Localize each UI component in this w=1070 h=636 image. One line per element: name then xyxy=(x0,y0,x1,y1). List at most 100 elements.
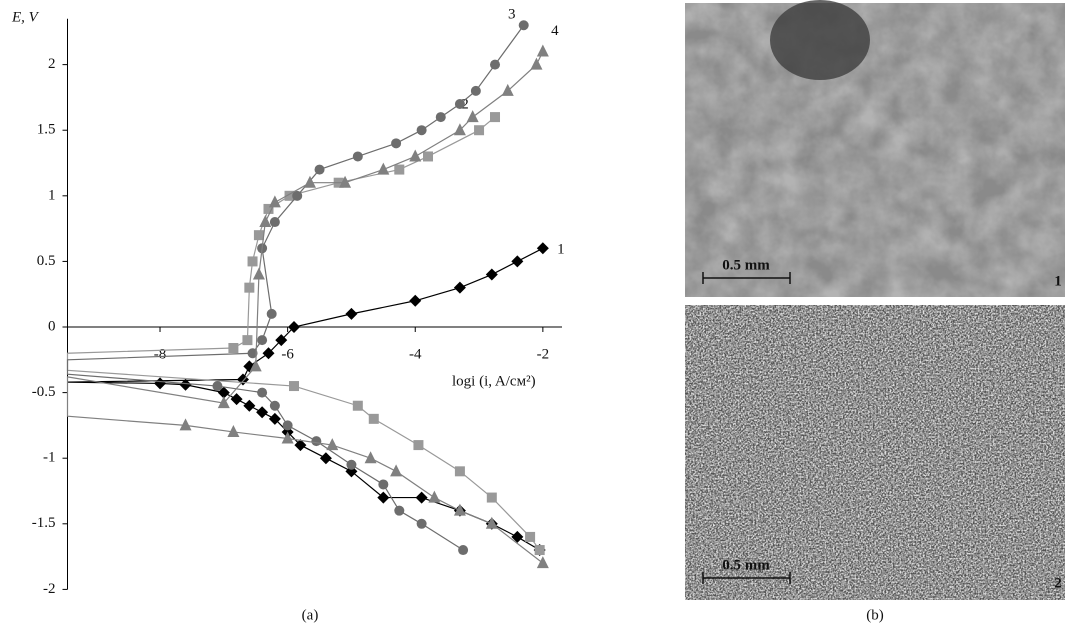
figure: -2 -1.5 -1 -0.5 0 0.5 1 1.5 2 -8 -6 -4 -2 E, V logi (i… xyxy=(0,0,1070,631)
series-label: 3 xyxy=(508,7,516,23)
image-number: 1 xyxy=(1054,273,1062,289)
marker xyxy=(270,217,280,227)
marker xyxy=(257,388,267,398)
image-feature xyxy=(770,0,870,80)
marker xyxy=(474,125,484,135)
marker xyxy=(237,373,249,385)
marker xyxy=(428,491,440,503)
y-tick-label: 0 xyxy=(48,318,56,334)
y-tick-label: 1 xyxy=(48,187,56,203)
marker xyxy=(423,151,433,161)
marker xyxy=(511,531,523,543)
marker xyxy=(283,420,293,430)
chart-a: -2 -1.5 -1 -0.5 0 0.5 1 1.5 2 -8 -6 -4 -2 E, V logi (i… xyxy=(11,7,565,597)
marker xyxy=(502,84,514,96)
marker xyxy=(267,309,277,319)
marker xyxy=(248,256,258,266)
marker xyxy=(228,343,238,353)
marker xyxy=(254,230,264,240)
series-line xyxy=(68,248,543,550)
y-tick-label: -1.5 xyxy=(32,515,56,531)
marker xyxy=(436,112,446,122)
marker xyxy=(455,466,465,476)
marker xyxy=(391,138,401,148)
panel-label: (a) xyxy=(302,607,319,623)
marker xyxy=(454,282,466,294)
marker xyxy=(369,414,379,424)
marker xyxy=(311,436,321,446)
series-line xyxy=(68,117,540,550)
marker xyxy=(353,401,363,411)
marker xyxy=(242,335,252,345)
marker xyxy=(537,556,549,568)
marker xyxy=(525,532,535,542)
y-tick-label: 2 xyxy=(48,56,56,72)
marker xyxy=(486,269,498,281)
marker xyxy=(289,381,299,391)
marker xyxy=(390,464,402,476)
x-tick-label: -6 xyxy=(281,346,294,362)
marker xyxy=(377,163,389,175)
marker xyxy=(269,195,281,207)
x-axis-label: logi (i, A/см²) xyxy=(452,373,536,389)
marker xyxy=(535,545,545,555)
marker xyxy=(270,401,280,411)
marker xyxy=(417,519,427,529)
marker xyxy=(537,242,549,254)
marker xyxy=(416,492,428,504)
y-tick-label: -0.5 xyxy=(32,384,56,400)
marker xyxy=(253,268,265,280)
marker xyxy=(455,99,465,109)
marker xyxy=(394,165,404,175)
marker xyxy=(353,151,363,161)
marker xyxy=(511,255,523,267)
marker xyxy=(409,149,421,161)
marker xyxy=(231,393,243,405)
marker xyxy=(413,440,423,450)
marker xyxy=(320,452,332,464)
y-tick-label: -2 xyxy=(43,581,56,597)
marker xyxy=(458,545,468,555)
marker xyxy=(154,377,166,389)
x-tick-label: -8 xyxy=(154,346,167,362)
marker xyxy=(454,123,466,135)
x-tick-label: -4 xyxy=(409,346,422,362)
x-tick-label: -2 xyxy=(537,346,550,362)
marker xyxy=(394,506,404,516)
scale-label: 0.5 mm xyxy=(722,257,770,273)
panel-label: (b) xyxy=(866,607,884,623)
marker xyxy=(259,215,271,227)
series-label: 4 xyxy=(551,23,559,39)
marker xyxy=(212,381,222,391)
marker xyxy=(243,400,255,412)
marker xyxy=(530,58,542,70)
y-axis-label: E, V xyxy=(11,9,40,25)
series-line xyxy=(68,51,543,563)
marker xyxy=(417,125,427,135)
marker xyxy=(490,112,500,122)
marker xyxy=(537,44,549,56)
micrograph-1: 0.5 mm 1 xyxy=(685,0,1065,297)
marker xyxy=(315,165,325,175)
image-number: 2 xyxy=(1054,575,1062,591)
marker xyxy=(256,406,268,418)
image-texture xyxy=(685,3,1065,297)
image-texture xyxy=(685,305,1065,600)
marker xyxy=(180,418,192,430)
y-tick-label: -1 xyxy=(43,450,56,466)
marker xyxy=(346,460,356,470)
marker xyxy=(490,60,500,70)
marker xyxy=(409,295,421,307)
scale-label: 0.5 mm xyxy=(722,557,770,573)
marker xyxy=(304,176,316,188)
marker xyxy=(244,283,254,293)
micrograph-2: 0.5 mm 2 xyxy=(685,305,1065,600)
marker xyxy=(519,20,529,30)
marker xyxy=(257,335,267,345)
y-tick-label: 1.5 xyxy=(37,122,56,138)
y-tick-label: 0.5 xyxy=(37,253,56,269)
marker xyxy=(487,493,497,503)
marker xyxy=(471,86,481,96)
marker xyxy=(378,479,388,489)
marker xyxy=(345,308,357,320)
